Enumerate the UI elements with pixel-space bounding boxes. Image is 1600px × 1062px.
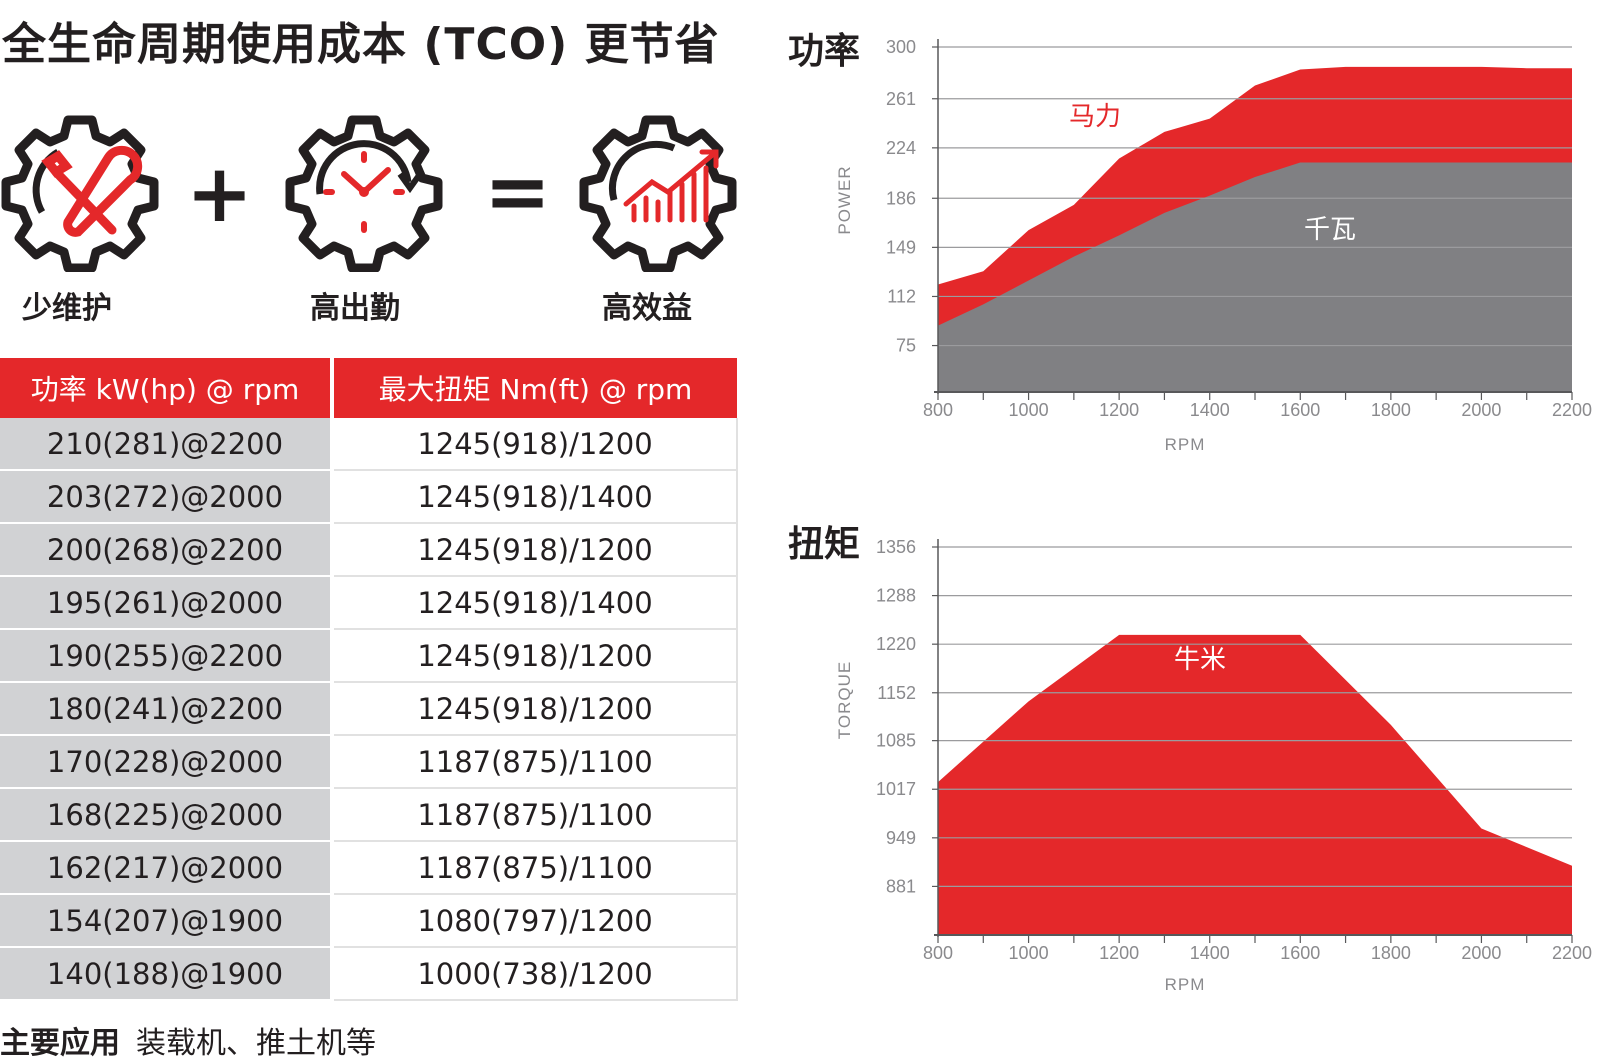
torque-cell: 1245(918)/1200: [332, 682, 738, 736]
col-header-torque: 最大扭矩 Nm(ft) @ rpm: [332, 358, 737, 418]
clock-gear-icon: [284, 112, 444, 276]
series-label: 千瓦: [1304, 215, 1356, 245]
torque-cell: 1245(918)/1400: [332, 576, 738, 630]
table-row: 140(188)@1900 1000(738)/1200: [0, 947, 738, 1001]
y-axis-label: TORQUE: [835, 661, 854, 739]
power-cell: 168(225)@2000: [0, 788, 334, 842]
power-cell: 170(228)@2000: [0, 735, 334, 789]
col-header-power: 功率 kW(hp) @ rpm: [0, 358, 334, 418]
x-tick-label: 800: [923, 400, 953, 420]
power-cell: 162(217)@2000: [0, 841, 334, 895]
y-tick-label: 1017: [876, 779, 916, 799]
y-tick-label: 881: [886, 876, 916, 896]
equals-sign: =: [484, 145, 552, 238]
table-row: 180(241)@2200 1245(918)/1200: [0, 682, 738, 736]
table-row: 154(207)@1900 1080(797)/1200: [0, 894, 738, 948]
growth-chart-gear-icon: [578, 112, 738, 276]
x-tick-label: 1800: [1371, 400, 1411, 420]
x-tick-label: 800: [923, 943, 953, 963]
y-axis-label: POWER: [835, 165, 854, 234]
torque-cell: 1245(918)/1200: [332, 418, 738, 471]
x-tick-label: 2200: [1552, 943, 1592, 963]
x-tick-label: 1400: [1190, 400, 1230, 420]
application-line: 主要应用 装载机、推土机等: [0, 1018, 376, 1062]
torque-cell: 1187(875)/1100: [332, 788, 738, 842]
y-tick-label: 1152: [877, 683, 916, 703]
y-tick-label: 75: [896, 336, 916, 356]
x-tick-label: 2000: [1461, 400, 1501, 420]
icon-label-benefit: 高效益: [602, 291, 692, 326]
y-tick-label: 261: [886, 89, 916, 109]
y-tick-label: 1356: [876, 537, 916, 557]
x-tick-label: 2200: [1552, 400, 1592, 420]
table-header-row: 功率 kW(hp) @ rpm 最大扭矩 Nm(ft) @ rpm: [0, 358, 737, 418]
icon-label-maintenance: 少维护: [22, 291, 112, 326]
torque-chart-title: 扭矩: [788, 524, 861, 565]
area-series-1-0: [938, 634, 1572, 935]
table-row: 203(272)@2000 1245(918)/1400: [0, 470, 738, 524]
y-tick-label: 1220: [876, 634, 916, 654]
area-series-0-1: [938, 162, 1572, 392]
power-cell: 190(255)@2200: [0, 629, 334, 683]
x-tick-label: 1600: [1280, 400, 1320, 420]
table-row: 162(217)@2000 1187(875)/1100: [0, 841, 738, 895]
power-chart-title: 功率: [788, 31, 861, 72]
spec-table: 功率 kW(hp) @ rpm 最大扭矩 Nm(ft) @ rpm 210(28…: [0, 358, 738, 1001]
torque-cell: 1187(875)/1100: [332, 841, 738, 895]
torque-cell: 1245(918)/1200: [332, 523, 738, 577]
application-value: 装载机、推土机等: [136, 1026, 376, 1061]
power-cell: 180(241)@2200: [0, 682, 334, 736]
power-cell: 210(281)@2200: [0, 418, 334, 471]
table-row: 168(225)@2000 1187(875)/1100: [0, 788, 738, 842]
wrench-screwdriver-gear-icon: [0, 112, 160, 276]
power-cell: 195(261)@2000: [0, 576, 334, 630]
torque-cell: 1080(797)/1200: [332, 894, 738, 948]
torque-cell: 1245(918)/1200: [332, 629, 738, 683]
x-axis-label: RPM: [1165, 975, 1206, 994]
y-tick-label: 224: [886, 138, 916, 158]
series-label: 马力: [1069, 102, 1121, 132]
power-cell: 154(207)@1900: [0, 894, 334, 948]
icon-label-uptime: 高出勤: [310, 291, 400, 326]
y-tick-label: 300: [886, 37, 916, 57]
y-tick-label: 1085: [876, 731, 916, 751]
torque-cell: 1245(918)/1400: [332, 470, 738, 524]
y-tick-label: 1288: [876, 586, 916, 606]
x-tick-label: 1200: [1099, 400, 1139, 420]
y-tick-label: 112: [887, 286, 916, 306]
x-tick-label: 2000: [1461, 943, 1501, 963]
power-cell: 140(188)@1900: [0, 947, 334, 1001]
x-tick-label: 1000: [1009, 400, 1049, 420]
y-tick-label: 949: [886, 828, 916, 848]
table-row: 210(281)@2200 1245(918)/1200: [0, 418, 738, 471]
torque-cell: 1187(875)/1100: [332, 735, 738, 789]
x-tick-label: 1000: [1009, 943, 1049, 963]
table-row: 170(228)@2000 1187(875)/1100: [0, 735, 738, 789]
x-tick-label: 1200: [1099, 943, 1139, 963]
y-tick-label: 186: [886, 188, 916, 208]
x-axis-label: RPM: [1165, 435, 1206, 454]
x-tick-label: 1400: [1190, 943, 1230, 963]
x-tick-label: 1600: [1280, 943, 1320, 963]
table-row: 190(255)@2200 1245(918)/1200: [0, 629, 738, 683]
table-row: 200(268)@2200 1245(918)/1200: [0, 523, 738, 577]
page-title: 全生命周期使用成本 (TCO) 更节省: [2, 19, 720, 70]
torque-cell: 1000(738)/1200: [332, 947, 738, 1001]
application-label: 主要应用: [0, 1026, 120, 1061]
y-tick-label: 149: [886, 237, 916, 257]
x-tick-label: 1800: [1371, 943, 1411, 963]
table-row: 195(261)@2000 1245(918)/1400: [0, 576, 738, 630]
power-cell: 200(268)@2200: [0, 523, 334, 577]
plus-sign: +: [186, 147, 254, 240]
series-label: 牛米: [1174, 645, 1226, 675]
power-cell: 203(272)@2000: [0, 470, 334, 524]
